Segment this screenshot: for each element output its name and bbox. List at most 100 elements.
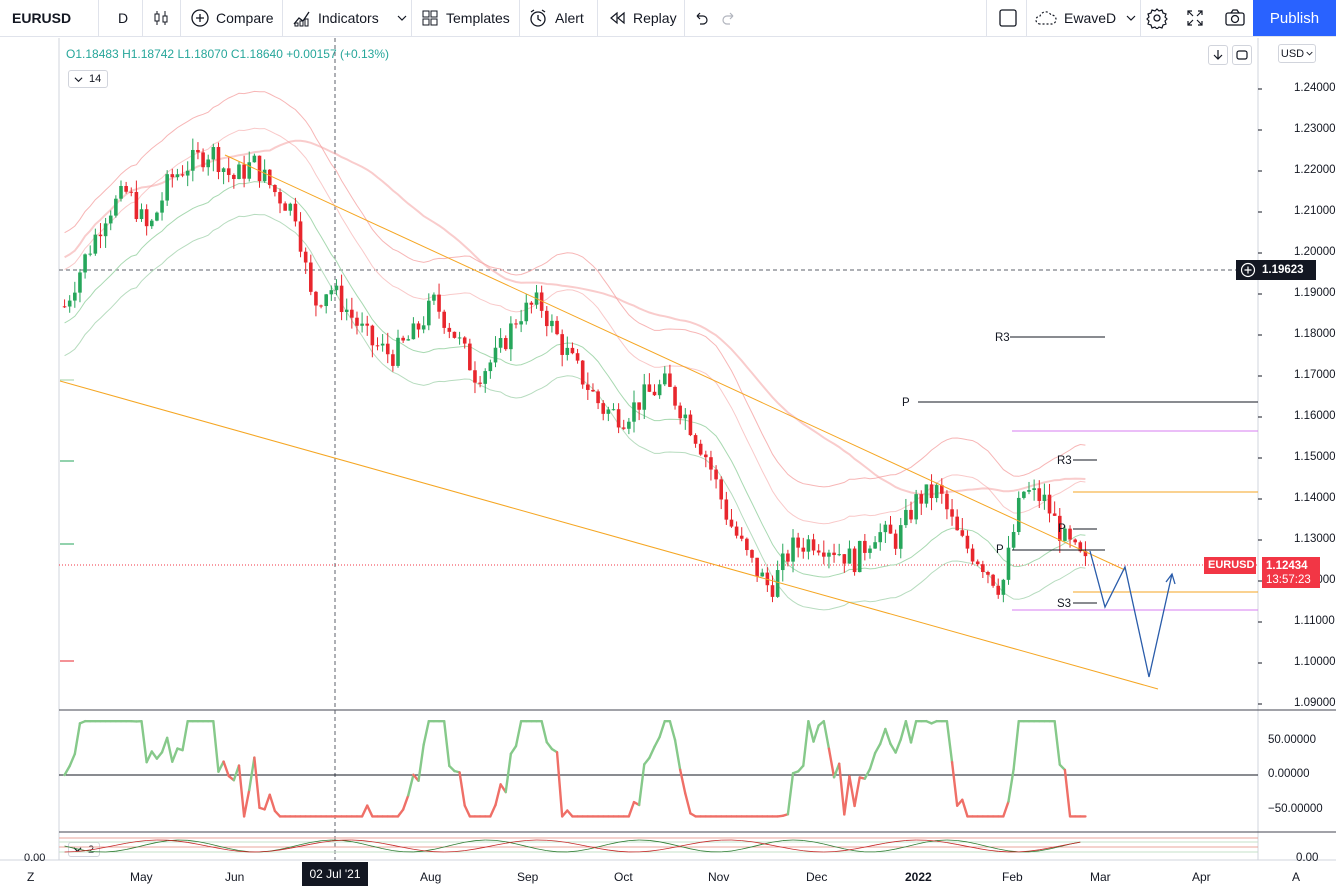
candle-body	[329, 290, 334, 295]
candle-body	[339, 285, 344, 313]
price-tick: 1.24000	[1294, 82, 1336, 94]
pane-maximize-button[interactable]	[1232, 45, 1252, 65]
candle-body	[693, 435, 698, 444]
templates-button[interactable]: Templates	[421, 0, 510, 36]
osc2-fast	[546, 850, 558, 853]
osc2-slow	[238, 850, 250, 853]
candle-body	[391, 354, 395, 366]
symbol-label: EURUSD	[12, 10, 72, 26]
timezone-button[interactable]: Z	[27, 870, 35, 884]
auto-scale-button[interactable]: A	[1292, 870, 1301, 884]
osc2-fast	[392, 850, 404, 853]
candle-body	[165, 174, 169, 201]
osc2-fast	[813, 841, 824, 845]
osc-segment	[802, 719, 810, 767]
time-label: May	[130, 870, 153, 884]
osc-segment	[509, 744, 518, 755]
indicator-legend-toggle[interactable]: 14	[68, 70, 108, 88]
candle-body	[206, 159, 211, 168]
plus-circle-icon	[191, 9, 209, 27]
symbol-price-tag: EURUSD	[1204, 557, 1256, 574]
maximize-button[interactable]	[1185, 0, 1205, 36]
candle-body	[950, 509, 954, 517]
candle-body	[237, 164, 241, 179]
rewind-icon	[610, 11, 625, 25]
osc2-fast	[875, 850, 886, 853]
compare-button[interactable]: Compare	[190, 0, 274, 36]
osc2-fast	[536, 848, 547, 852]
layout-button[interactable]: EwaveD	[1034, 0, 1136, 36]
settings-button[interactable]	[1146, 0, 1168, 36]
replay-button[interactable]: Replay	[608, 0, 677, 36]
osc-segment	[909, 719, 918, 744]
candle-body	[775, 570, 780, 597]
indicators-button[interactable]: Indicators	[292, 0, 407, 36]
osc2-fast	[762, 841, 773, 845]
undo-button[interactable]	[693, 0, 709, 36]
candle-body	[226, 168, 231, 175]
candle-body	[139, 209, 144, 220]
candle-body	[88, 253, 93, 255]
candle-body	[991, 574, 995, 586]
snapshot-button[interactable]	[1224, 0, 1246, 36]
osc2-fast	[854, 850, 865, 853]
osc-segment	[689, 812, 697, 818]
alert-button[interactable]: Alert	[528, 0, 584, 36]
candle-body	[309, 262, 313, 292]
currency-selector[interactable]: USD	[1278, 44, 1316, 63]
candle-body	[750, 550, 754, 558]
osc-segment	[643, 756, 651, 766]
candle-body	[863, 540, 867, 553]
osc2-slow	[474, 846, 486, 850]
plus-circle-icon	[1240, 262, 1256, 278]
osc-param: 2	[88, 843, 95, 856]
osc2-slow	[792, 848, 804, 852]
fullscreen-toggle[interactable]	[998, 0, 1018, 36]
mid-band	[64, 181, 1086, 578]
candle-body	[524, 302, 529, 322]
candle-body	[570, 347, 575, 354]
redo-button[interactable]	[721, 0, 737, 36]
osc2-slow	[567, 842, 578, 845]
candle-body	[914, 494, 918, 520]
time-label: Sep	[517, 870, 539, 884]
osc-segment	[781, 813, 790, 817]
interval-button[interactable]: D	[118, 0, 128, 36]
chevron-down-icon	[73, 847, 82, 853]
osc2-slow	[782, 847, 794, 850]
chart-type-button[interactable]	[152, 0, 170, 36]
candle-body	[242, 164, 246, 179]
candle-body	[544, 310, 549, 327]
pane-scroll-button[interactable]	[1208, 45, 1228, 65]
osc2-fast	[372, 845, 383, 850]
osc2-fast	[905, 843, 917, 848]
osc2-slow	[290, 845, 301, 849]
pivot-p-upper-label: P	[902, 397, 910, 409]
osc2-fast	[700, 850, 711, 853]
candle-body	[534, 292, 539, 305]
osc-segment	[155, 751, 164, 760]
publish-button[interactable]: Publish	[1253, 0, 1336, 36]
candle-body	[673, 386, 677, 406]
osc2-slow	[1069, 841, 1081, 845]
candle-body	[580, 360, 585, 385]
osc2-slow	[875, 842, 886, 846]
osc2-fast	[115, 849, 127, 852]
osc-legend-toggle[interactable]: 2	[68, 842, 100, 857]
candle-body	[755, 557, 759, 577]
candle-body	[960, 530, 965, 536]
projection-arrowhead	[1165, 572, 1176, 585]
osc2-fast	[751, 843, 763, 848]
arrow-down-icon	[1213, 50, 1223, 60]
chevron-down-icon	[74, 76, 83, 82]
candle-body	[760, 572, 765, 577]
symbol-search[interactable]: EURUSD	[12, 0, 71, 36]
candle-body	[704, 454, 708, 458]
chevron-down-icon	[397, 15, 407, 21]
candle-body	[103, 223, 108, 237]
candle-body	[1073, 539, 1077, 543]
osc2-fast	[351, 841, 363, 845]
osc2-slow	[1059, 843, 1071, 847]
candle-body	[257, 155, 262, 182]
